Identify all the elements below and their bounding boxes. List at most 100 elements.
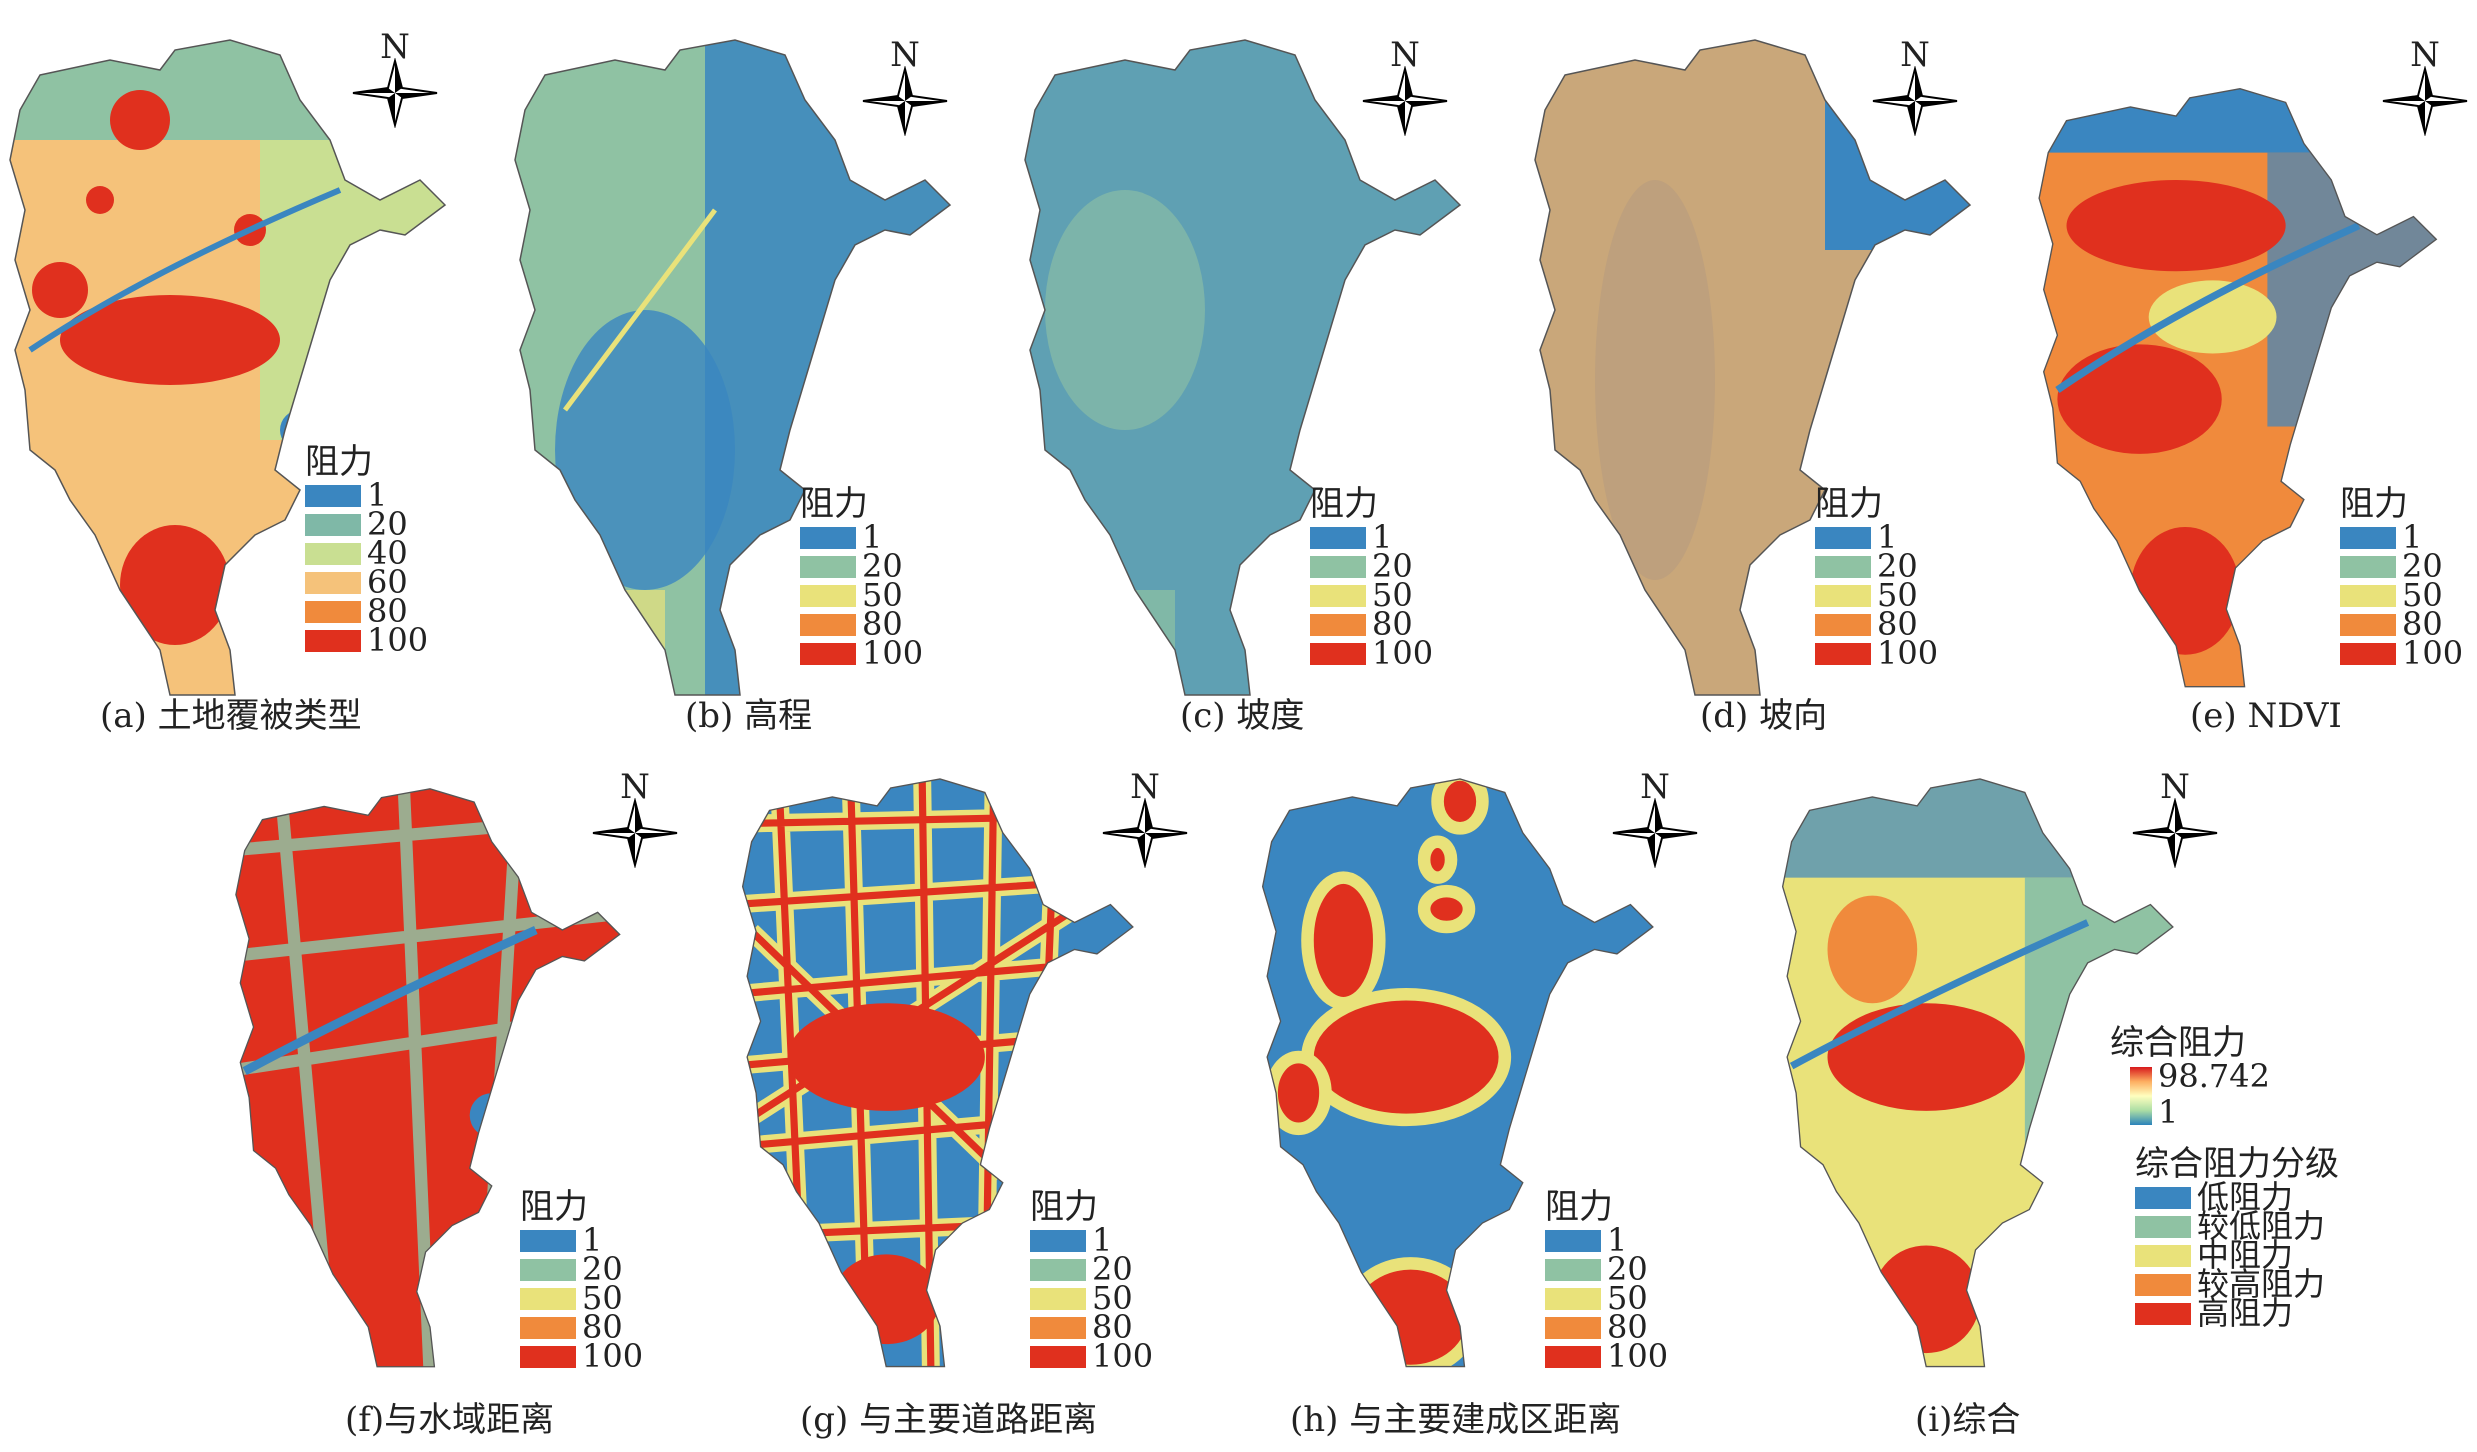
caption-f: (f)与水域距离 [345,1400,555,1440]
legend-swatch [1030,1345,1086,1368]
legend-item: 1 [800,521,923,553]
legend-item: 50 [1545,1279,1668,1317]
legend-label: 50 [582,1279,623,1317]
north-arrow-g: N [1100,770,1190,870]
legend-swatch [1030,1258,1086,1281]
legend-swatch [2135,1244,2191,1267]
legend-item: 1 [305,476,428,514]
legend-label: 50 [862,576,903,614]
legend-label: 50 [1092,1279,1133,1317]
legend-item: 20 [2340,550,2463,582]
legend-swatch [800,613,856,636]
legend-label: 20 [367,505,408,543]
panel-c: N 阻力 1 20 50 80 100 [1015,30,1485,750]
legend-swatch [800,526,856,549]
legend-item: 低阻力 [2135,1178,2339,1216]
legend-swatch [1030,1287,1086,1310]
legend-item: 较低阻力 [2135,1210,2339,1242]
legend-h: 阻力 1 20 50 80 100 [1545,1187,1669,1375]
legend-item: 100 [520,1340,643,1372]
legend-item: 20 [305,505,428,543]
legend-label: 60 [367,563,408,601]
legend-swatch [1310,555,1366,578]
legend-swatch [305,513,361,536]
legend-label: 20 [582,1250,623,1288]
north-arrow-e: N [2380,38,2470,138]
legend-item: 50 [1815,576,1938,614]
legend-swatch [520,1287,576,1310]
legend-label: 100 [1607,1337,1669,1375]
legend-item: 50 [520,1279,643,1317]
legend-swatch [1545,1287,1601,1310]
legend-label: 50 [1372,576,1413,614]
legend-swatch [1815,584,1871,607]
caption-e: (e) NDVI [2190,696,2342,736]
legend-swatch [800,642,856,665]
legend-label: 1 [367,476,388,514]
legend-item: 80 [1545,1308,1668,1346]
gradient-min-label: 1 [2158,1093,2179,1131]
legend-item: 80 [1310,605,1433,643]
legend-label: 80 [1092,1308,1133,1346]
caption-g: (g) 与主要道路距离 [800,1400,1098,1440]
map-c [1024,39,1461,696]
legend-label: 20 [1372,547,1413,585]
legend-label: 1 [1607,1221,1628,1259]
legend-label: 80 [1372,605,1413,643]
legend-swatch [1815,526,1871,549]
legend-item: 80 [305,595,428,627]
legend-label: 20 [1092,1250,1133,1288]
legend-swatch [2340,555,2396,578]
legend-item: 50 [2340,576,2463,614]
panel-h: N 阻力 1 20 50 80 100 [1240,770,1710,1400]
legend-label: 高阻力 [2197,1294,2294,1332]
legend-label: 低阻力 [2197,1178,2294,1216]
legend-b: 阻力 1 20 50 80 100 [800,484,924,672]
gradient-legend-title: 综合阻力 [2110,1023,2246,1063]
legend-item: 80 [800,608,923,640]
legend-item: 高阻力 [2135,1294,2339,1332]
legend-swatch [305,484,361,507]
legend-label: 100 [1372,634,1434,672]
legend-item: 80 [2340,605,2463,643]
north-arrow-f: N [590,770,680,870]
panel-i: N 综合阻力 98.742 1 综合阻力分级 低阻力 较低阻力 中阻力 较高阻力 高阻力 [1760,770,2477,1400]
legend-swatch [1815,555,1871,578]
legend-label: 100 [367,621,429,659]
legend-swatch [2135,1186,2191,1209]
legend-label: 1 [2402,518,2423,556]
legend-label: 1 [1092,1221,1113,1259]
legend-swatch [1310,526,1366,549]
legend-swatch [1310,642,1366,665]
legend-label: 40 [367,534,408,572]
legend-label: 1 [1877,518,1898,556]
legend-swatch [520,1316,576,1339]
north-arrow-c: N [1360,38,1450,138]
panel-a: N 阻力 1 20 40 60 80 100 [0,30,470,750]
legend-item: 100 [1310,634,1434,672]
north-arrow-b: N [860,38,950,138]
legend-swatch [1545,1345,1601,1368]
gradient-legend-i: 综合阻力 98.742 1 [2110,1015,2350,1155]
legend-item: 较高阻力 [2135,1268,2339,1300]
legend-d: 阻力 1 20 50 80 100 [1815,484,1939,672]
legend-item: 50 [800,576,923,614]
legend-item: 20 [800,550,923,582]
legend-label: 50 [1607,1279,1648,1317]
legend-item: 100 [1815,637,1938,669]
map-d [1534,39,1971,696]
legend-a: 阻力 1 20 40 60 80 100 [305,442,429,659]
legend-item: 20 [1545,1253,1668,1285]
legend-label: 1 [1372,518,1393,556]
legend-item: 80 [520,1311,643,1343]
legend-label: 20 [1877,547,1918,585]
legend-swatch [2135,1273,2191,1296]
legend-label: 50 [1877,576,1918,614]
legend-label: 80 [1607,1308,1648,1346]
legend-label: 100 [1092,1337,1154,1375]
legend-swatch [800,555,856,578]
legend-item: 40 [305,534,428,572]
legend-item: 中阻力 [2135,1239,2339,1271]
legend-label: 80 [2402,605,2443,643]
legend-label: 50 [2402,576,2443,614]
